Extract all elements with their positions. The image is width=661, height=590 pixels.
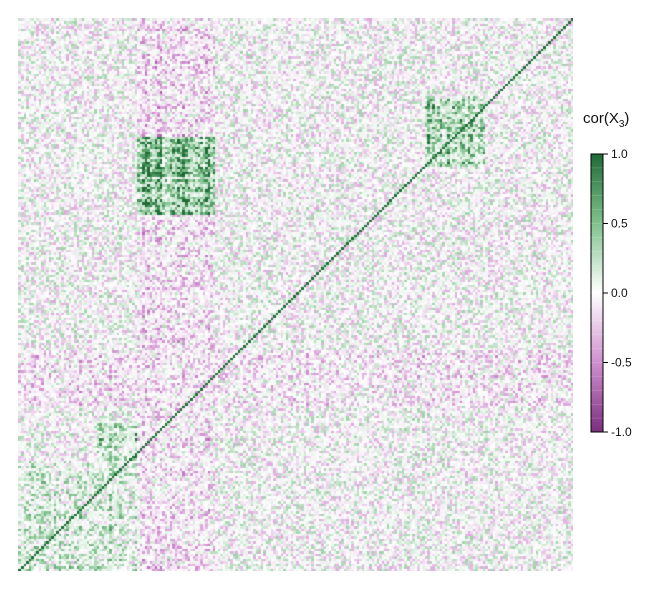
colorbar-tick-label: 0.5: [611, 217, 628, 231]
colorbar: 1.0 0.5 0.0 -0.5 -1.0: [590, 147, 632, 439]
colorbar-tick-label: 1.0: [611, 147, 628, 161]
colorbar-legend: cor(X3) 1.0 0.5 0.0 -0.5 -1.0: [583, 110, 661, 450]
colorbar-tick-label: -1.0: [611, 425, 632, 439]
correlation-heatmap: [18, 18, 573, 571]
colorbar-tick-label: 0.0: [611, 286, 628, 300]
legend-title: cor(X3): [583, 110, 630, 130]
colorbar-tick-label: -0.5: [611, 356, 632, 370]
